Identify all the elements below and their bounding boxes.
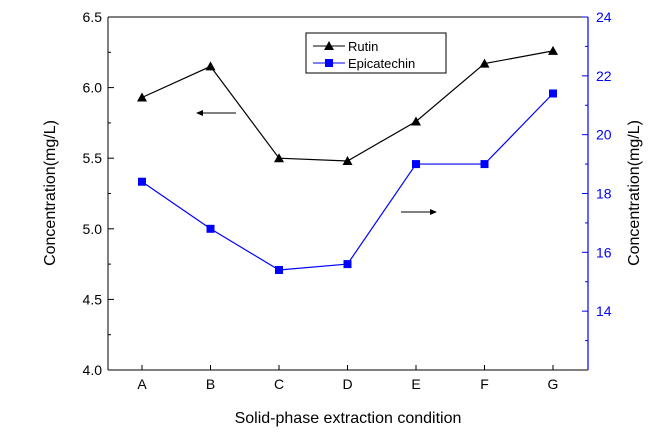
- x-tick-label-g: G: [548, 376, 559, 392]
- y-tick-label-left: 6.0: [83, 80, 103, 96]
- y-tick-label-left: 4.0: [83, 362, 103, 378]
- point-epicatechin-b: [206, 224, 215, 233]
- x-axis-label: Solid-phase extraction condition: [235, 410, 462, 427]
- x-ticks: A B C D E F G: [137, 365, 558, 392]
- y-tick-label-right: 14: [596, 303, 612, 319]
- y-axis-label-left: Concentration(mg/L): [42, 120, 59, 266]
- point-rutin-b: [205, 61, 216, 71]
- legend-item-epicatechin: Epicatechin: [313, 56, 415, 71]
- series-line-epicatechin: [141, 93, 554, 271]
- y-tick-label-left: 4.5: [83, 291, 103, 307]
- legend-label-rutin: Rutin: [348, 39, 378, 54]
- point-rutin-e: [411, 116, 421, 126]
- point-epicatechin-d: [343, 260, 352, 269]
- point-rutin-a: [137, 92, 147, 102]
- point-rutin-f: [479, 58, 490, 68]
- legend: Rutin Epicatechin: [305, 32, 447, 74]
- x-tick-label-f: F: [480, 376, 489, 392]
- series-epicatechin: [138, 89, 557, 274]
- y-axis-label-right: Concentration(mg/L): [626, 120, 643, 266]
- series-rutin: [137, 45, 558, 166]
- x-tick-label-a: A: [137, 376, 147, 392]
- point-epicatechin-f: [480, 160, 489, 169]
- arrow-right-axis: [401, 209, 437, 215]
- point-epicatechin-c: [275, 265, 283, 274]
- y-ticks-left: 4.0 4.5 5.0 5.5 6.0 6.5: [83, 9, 114, 378]
- x-tick-label-e: E: [411, 376, 420, 392]
- x-tick-label-c: C: [274, 376, 284, 392]
- y-tick-label-left: 6.5: [83, 9, 103, 25]
- y-ticks-right: 14 16 18 20 22 24: [582, 9, 612, 342]
- series-layer: [137, 45, 558, 274]
- y-tick-label-left: 5.5: [83, 150, 103, 166]
- y-tick-label-right: 22: [596, 68, 612, 84]
- point-rutin-g: [548, 45, 558, 55]
- y-tick-label-left: 5.0: [83, 221, 103, 237]
- point-rutin-c: [274, 153, 284, 163]
- y-tick-label-right: 16: [596, 244, 612, 260]
- point-rutin-d: [342, 156, 353, 166]
- point-epicatechin-e: [412, 160, 420, 169]
- arrows: [196, 110, 437, 215]
- legend-square-icon: [325, 59, 333, 67]
- point-epicatechin-a: [138, 177, 146, 186]
- y-tick-label-right: 24: [596, 9, 612, 25]
- y-tick-label-right: 18: [596, 186, 612, 202]
- legend-label-epicatechin: Epicatechin: [348, 56, 415, 71]
- x-tick-label-d: D: [342, 376, 352, 392]
- legend-item-rutin: Rutin: [313, 39, 378, 54]
- point-epicatechin-g: [549, 89, 557, 98]
- x-tick-label-b: B: [206, 376, 215, 392]
- y-tick-label-right: 20: [596, 127, 612, 143]
- legend-triangle-icon: [324, 41, 334, 50]
- arrow-left-axis: [196, 110, 236, 116]
